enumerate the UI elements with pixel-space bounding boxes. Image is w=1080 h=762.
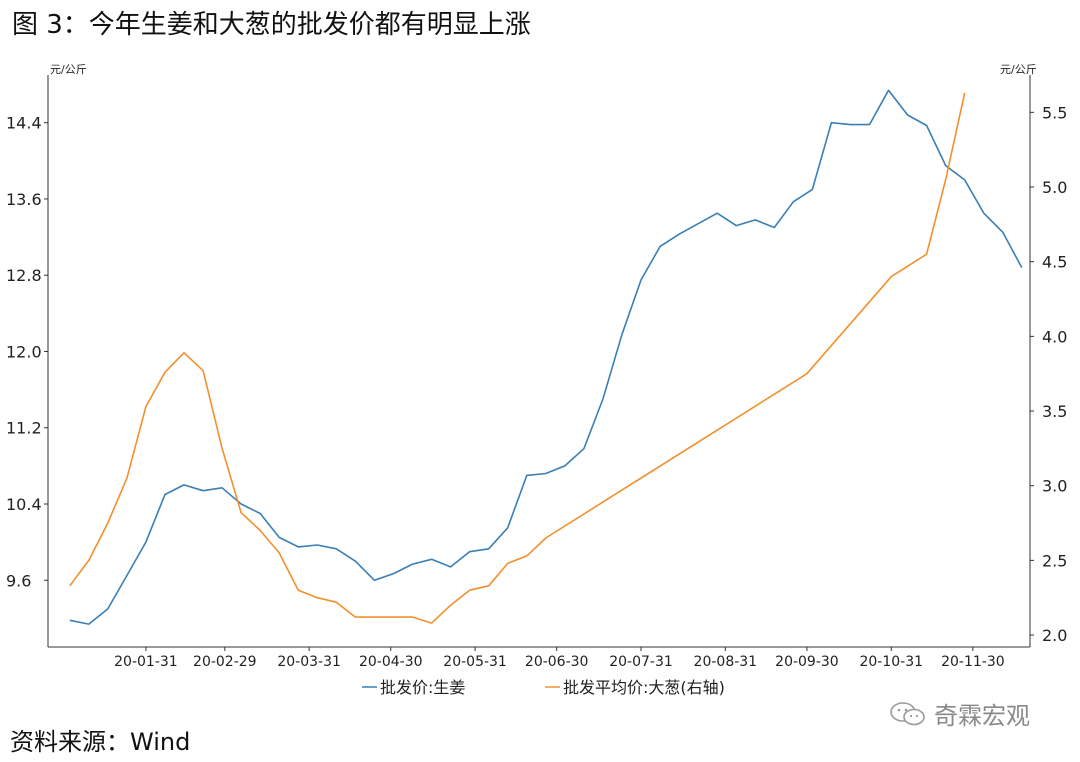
plot-area — [47, 75, 1031, 648]
x-tick-label: 20-09-30 — [775, 654, 839, 670]
right-tick-label: 3.5 — [1042, 402, 1067, 421]
x-tick-label: 20-11-30 — [941, 654, 1005, 670]
left-tick-label: 9.6 — [6, 571, 31, 590]
x-tick-label: 20-05-31 — [443, 654, 507, 670]
right-tick-label: 5.5 — [1042, 103, 1067, 122]
legend-label-scallion: 批发平均价:大葱(右轴) — [563, 678, 725, 697]
watermark: 奇霖宏观 — [888, 696, 1030, 731]
x-tick-label: 20-04-30 — [359, 654, 423, 670]
series-line-scallion — [69, 92, 966, 624]
right-unit-label: 元/公斤 — [1000, 63, 1037, 76]
left-tick-label: 10.4 — [6, 495, 42, 514]
series-line-ginger — [69, 89, 1023, 625]
x-tick-label: 20-01-31 — [114, 654, 178, 670]
left-unit-label: 元/公斤 — [50, 63, 87, 76]
right-tick-label: 2.5 — [1042, 551, 1067, 570]
wechat-icon — [890, 701, 925, 725]
left-tick-label: 11.2 — [6, 419, 42, 438]
x-tick-label: 20-06-30 — [525, 654, 589, 670]
watermark-text: 奇霖宏观 — [934, 702, 1030, 730]
left-tick-label: 12.0 — [6, 342, 42, 361]
legend: 批发价:生姜 批发平均价:大葱(右轴) — [362, 678, 725, 697]
series-lines — [69, 89, 1023, 625]
source-note: 资料来源：Wind — [10, 728, 191, 756]
right-axis-ticks: 2.0 2.5 3.0 3.5 4.0 4.5 5.0 5.5 — [1030, 103, 1067, 645]
left-tick-label: 12.8 — [6, 266, 42, 285]
right-tick-label: 5.0 — [1042, 178, 1067, 197]
right-tick-label: 4.5 — [1042, 253, 1067, 272]
left-axis-ticks: 9.6 10.4 11.2 12.0 12.8 13.6 14.4 — [6, 114, 48, 590]
left-tick-label: 14.4 — [6, 114, 42, 133]
figure-title: 图 3：今年生姜和大葱的批发价都有明显上涨 — [12, 10, 531, 40]
right-tick-label: 3.0 — [1042, 477, 1067, 496]
x-tick-label: 20-08-31 — [694, 654, 758, 670]
x-tick-label: 20-02-29 — [193, 654, 257, 670]
right-tick-label: 2.0 — [1042, 626, 1067, 645]
x-tick-label: 20-07-31 — [609, 654, 673, 670]
legend-label-ginger: 批发价:生姜 — [380, 678, 465, 697]
x-tick-label: 20-10-31 — [859, 654, 923, 670]
x-tick-label: 20-03-31 — [277, 654, 341, 670]
x-axis-ticks: 20-01-31 20-02-29 20-03-31 20-04-30 20-05-31… — [114, 647, 1005, 670]
right-tick-label: 4.0 — [1042, 327, 1067, 346]
left-tick-label: 13.6 — [6, 190, 42, 209]
chart: 元/公斤 元/公斤 9.6 10.4 11.2 12.0 12.8 13.6 14.4 2.… — [6, 63, 1067, 697]
